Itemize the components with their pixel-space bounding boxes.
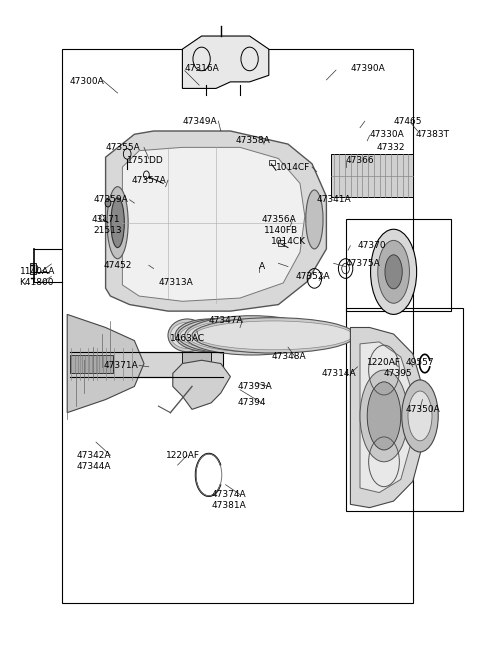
Text: 1140AA: 1140AA xyxy=(20,267,56,276)
Text: 47371A: 47371A xyxy=(103,361,138,370)
Text: 1463AC: 1463AC xyxy=(170,334,205,343)
Text: 47352A: 47352A xyxy=(295,272,330,281)
Text: 47394: 47394 xyxy=(238,398,266,407)
Text: 47465: 47465 xyxy=(394,117,422,126)
Bar xyxy=(70,352,223,377)
Polygon shape xyxy=(360,342,410,493)
Text: A: A xyxy=(259,262,265,271)
Ellipse shape xyxy=(408,391,432,441)
Ellipse shape xyxy=(194,321,353,350)
Text: 47355A: 47355A xyxy=(106,143,140,152)
Text: 47342A: 47342A xyxy=(77,451,111,460)
Text: K41800: K41800 xyxy=(19,278,54,288)
Text: 47314A: 47314A xyxy=(322,369,356,378)
Polygon shape xyxy=(173,360,230,409)
Text: 47381A: 47381A xyxy=(211,501,246,510)
Polygon shape xyxy=(67,314,144,413)
Ellipse shape xyxy=(367,382,401,450)
Ellipse shape xyxy=(107,187,128,259)
Text: 1751DD: 1751DD xyxy=(127,156,164,165)
Ellipse shape xyxy=(111,198,124,248)
Text: 47452: 47452 xyxy=(103,261,132,270)
Text: 47300A: 47300A xyxy=(70,77,104,86)
Text: 47357A: 47357A xyxy=(132,176,167,185)
Polygon shape xyxy=(350,328,422,508)
Text: 47349A: 47349A xyxy=(182,117,217,126)
Text: 1220AF: 1220AF xyxy=(166,451,200,460)
Bar xyxy=(346,219,451,311)
Bar xyxy=(331,154,413,196)
Text: 47330A: 47330A xyxy=(370,130,404,139)
Ellipse shape xyxy=(170,322,204,348)
Text: 43171: 43171 xyxy=(91,215,120,224)
Text: 47358A: 47358A xyxy=(235,136,270,145)
Bar xyxy=(62,49,413,603)
Bar xyxy=(278,240,284,246)
Bar xyxy=(70,355,113,373)
Ellipse shape xyxy=(360,370,408,462)
Text: 47347A: 47347A xyxy=(209,316,243,326)
Ellipse shape xyxy=(402,380,438,452)
Text: 21513: 21513 xyxy=(94,226,122,235)
Text: 47313A: 47313A xyxy=(158,278,193,288)
Bar xyxy=(30,263,36,274)
Text: 1140FB: 1140FB xyxy=(264,226,298,235)
Text: 49557: 49557 xyxy=(406,358,434,367)
Text: 47348A: 47348A xyxy=(271,352,306,362)
Ellipse shape xyxy=(178,318,283,353)
Text: 47395: 47395 xyxy=(384,369,413,378)
Ellipse shape xyxy=(371,229,417,314)
Ellipse shape xyxy=(185,316,319,355)
Ellipse shape xyxy=(180,321,281,350)
Text: 47390A: 47390A xyxy=(350,64,385,73)
Ellipse shape xyxy=(378,240,409,303)
Ellipse shape xyxy=(385,255,402,289)
Text: 47393A: 47393A xyxy=(238,382,272,391)
Text: 47344A: 47344A xyxy=(77,462,111,471)
Text: 47316A: 47316A xyxy=(185,64,219,73)
Text: 47356A: 47356A xyxy=(262,215,296,224)
Ellipse shape xyxy=(187,319,317,352)
Circle shape xyxy=(105,199,111,207)
Text: 1014CF: 1014CF xyxy=(276,162,310,172)
Text: 47375A: 47375A xyxy=(346,259,380,268)
Text: 47341A: 47341A xyxy=(317,195,351,204)
Bar xyxy=(182,347,211,383)
Polygon shape xyxy=(106,131,326,311)
Text: 47366: 47366 xyxy=(346,156,374,165)
Text: 47359A: 47359A xyxy=(94,195,128,204)
Text: 1220AF: 1220AF xyxy=(367,358,401,367)
Text: 47370: 47370 xyxy=(358,241,386,250)
Ellipse shape xyxy=(306,190,323,249)
Text: 47332: 47332 xyxy=(377,143,405,152)
Bar xyxy=(346,308,463,511)
Text: 47350A: 47350A xyxy=(406,405,440,414)
Text: 47374A: 47374A xyxy=(211,490,246,499)
Text: 1014CK: 1014CK xyxy=(271,236,306,246)
Polygon shape xyxy=(122,147,305,301)
Bar xyxy=(269,160,275,165)
Text: 47383T: 47383T xyxy=(415,130,449,139)
Polygon shape xyxy=(182,36,269,88)
Ellipse shape xyxy=(192,318,355,353)
Ellipse shape xyxy=(178,322,240,348)
Ellipse shape xyxy=(168,319,206,352)
Ellipse shape xyxy=(175,319,242,352)
